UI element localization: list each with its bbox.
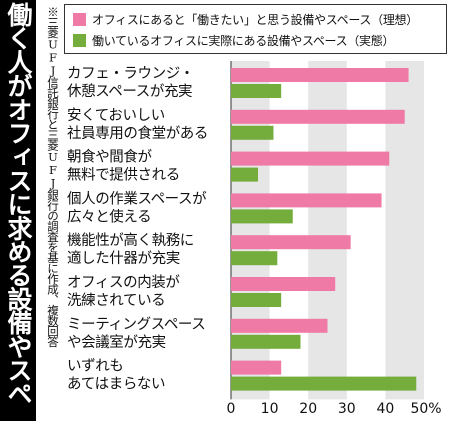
title-band [0,0,36,421]
category-label: いずれもあてはまらない [67,358,165,393]
category-label-line: 個人の作業スペースが [67,190,207,207]
x-tick-label: 20 [299,401,317,417]
legend-swatch-actual [73,33,86,47]
category-label: 機能性が高く執務に適した什器が充実 [67,232,194,267]
category-label-line: 広々と使える [67,208,151,225]
bar-ideal [231,193,382,208]
category-label: 個人の作業スペースが広々と使える [67,190,207,225]
bar-ideal [231,109,405,124]
category-label: 朝食や間食が無料で提供される [67,149,180,184]
x-tick-label: 30 [338,401,356,417]
bar-ideal [231,68,409,82]
legend-label-ideal: オフィスにあると「働きたい」と思う設備やスペース（理想） [92,12,418,27]
chart-title: 働く人がオフィスに求める設備やスペース [4,2,33,405]
bar-actual [231,334,301,349]
category-label: ミーティングスペースや会議室が充実 [67,316,205,351]
category-label-line: 休憩スペースが充実 [67,83,192,100]
bar-ideal [231,151,390,166]
category-label-line: 無料で提供される [67,167,180,184]
category-label-line: 機能性が高く執務に [67,232,194,249]
bar-actual [231,293,282,307]
category-label-line: いずれも [67,358,123,375]
category-label: カフェ・ラウンジ・休憩スペースが充実 [67,65,194,100]
legend-label-actual: 働いているオフィスに実際にある設備やスペース（実態） [92,33,395,48]
bar-actual [231,376,417,391]
x-tick-label: 0 [227,401,236,417]
legend-swatch-ideal [73,12,86,26]
category-label-line: カフェ・ラウンジ・ [67,65,194,82]
category-label: 安くておいしい社員専用の食堂がある [67,107,208,142]
bar-actual [231,209,293,224]
category-label-line: ミーティングスペース [67,316,205,333]
category-label-line: 社員専用の食堂がある [67,125,208,142]
category-label-line: オフィスの内装が [67,274,180,291]
category-label-line: や会議室が充実 [67,333,166,351]
x-tick-label: 40 [376,401,394,417]
source-note: ※三菱UFJ信託銀行と三菱UFJ銀行の調査を基に作成、複数回答 [46,6,60,347]
category-label-line: あてはまらない [67,376,165,393]
x-tick-label-last: 50% [410,401,441,417]
bar-actual [231,251,278,266]
category-label-line: 適した什器が充実 [67,249,180,267]
legend: オフィスにあると「働きたい」と思う設備やスペース（理想） 働いているオフィスに実… [64,4,447,54]
bar-actual [231,84,282,98]
x-tick-label: 10 [261,401,279,417]
bar-ideal [231,235,351,250]
legend-item-actual: 働いているオフィスに実際にある設備やスペース（実態） [73,31,394,49]
legend-item-ideal: オフィスにあると「働きたい」と思う設備やスペース（理想） [73,10,418,28]
category-label: オフィスの内装が洗練されている [67,274,180,309]
bar-ideal [231,318,328,333]
category-label-line: 洗練されている [67,292,165,309]
bar-ideal [231,277,336,291]
category-label-line: 朝食や間食が [67,149,152,166]
category-label-line: 安くておいしい [67,107,165,124]
bar-ideal [231,360,282,375]
bar-actual [231,167,259,182]
bar-actual [231,125,274,140]
